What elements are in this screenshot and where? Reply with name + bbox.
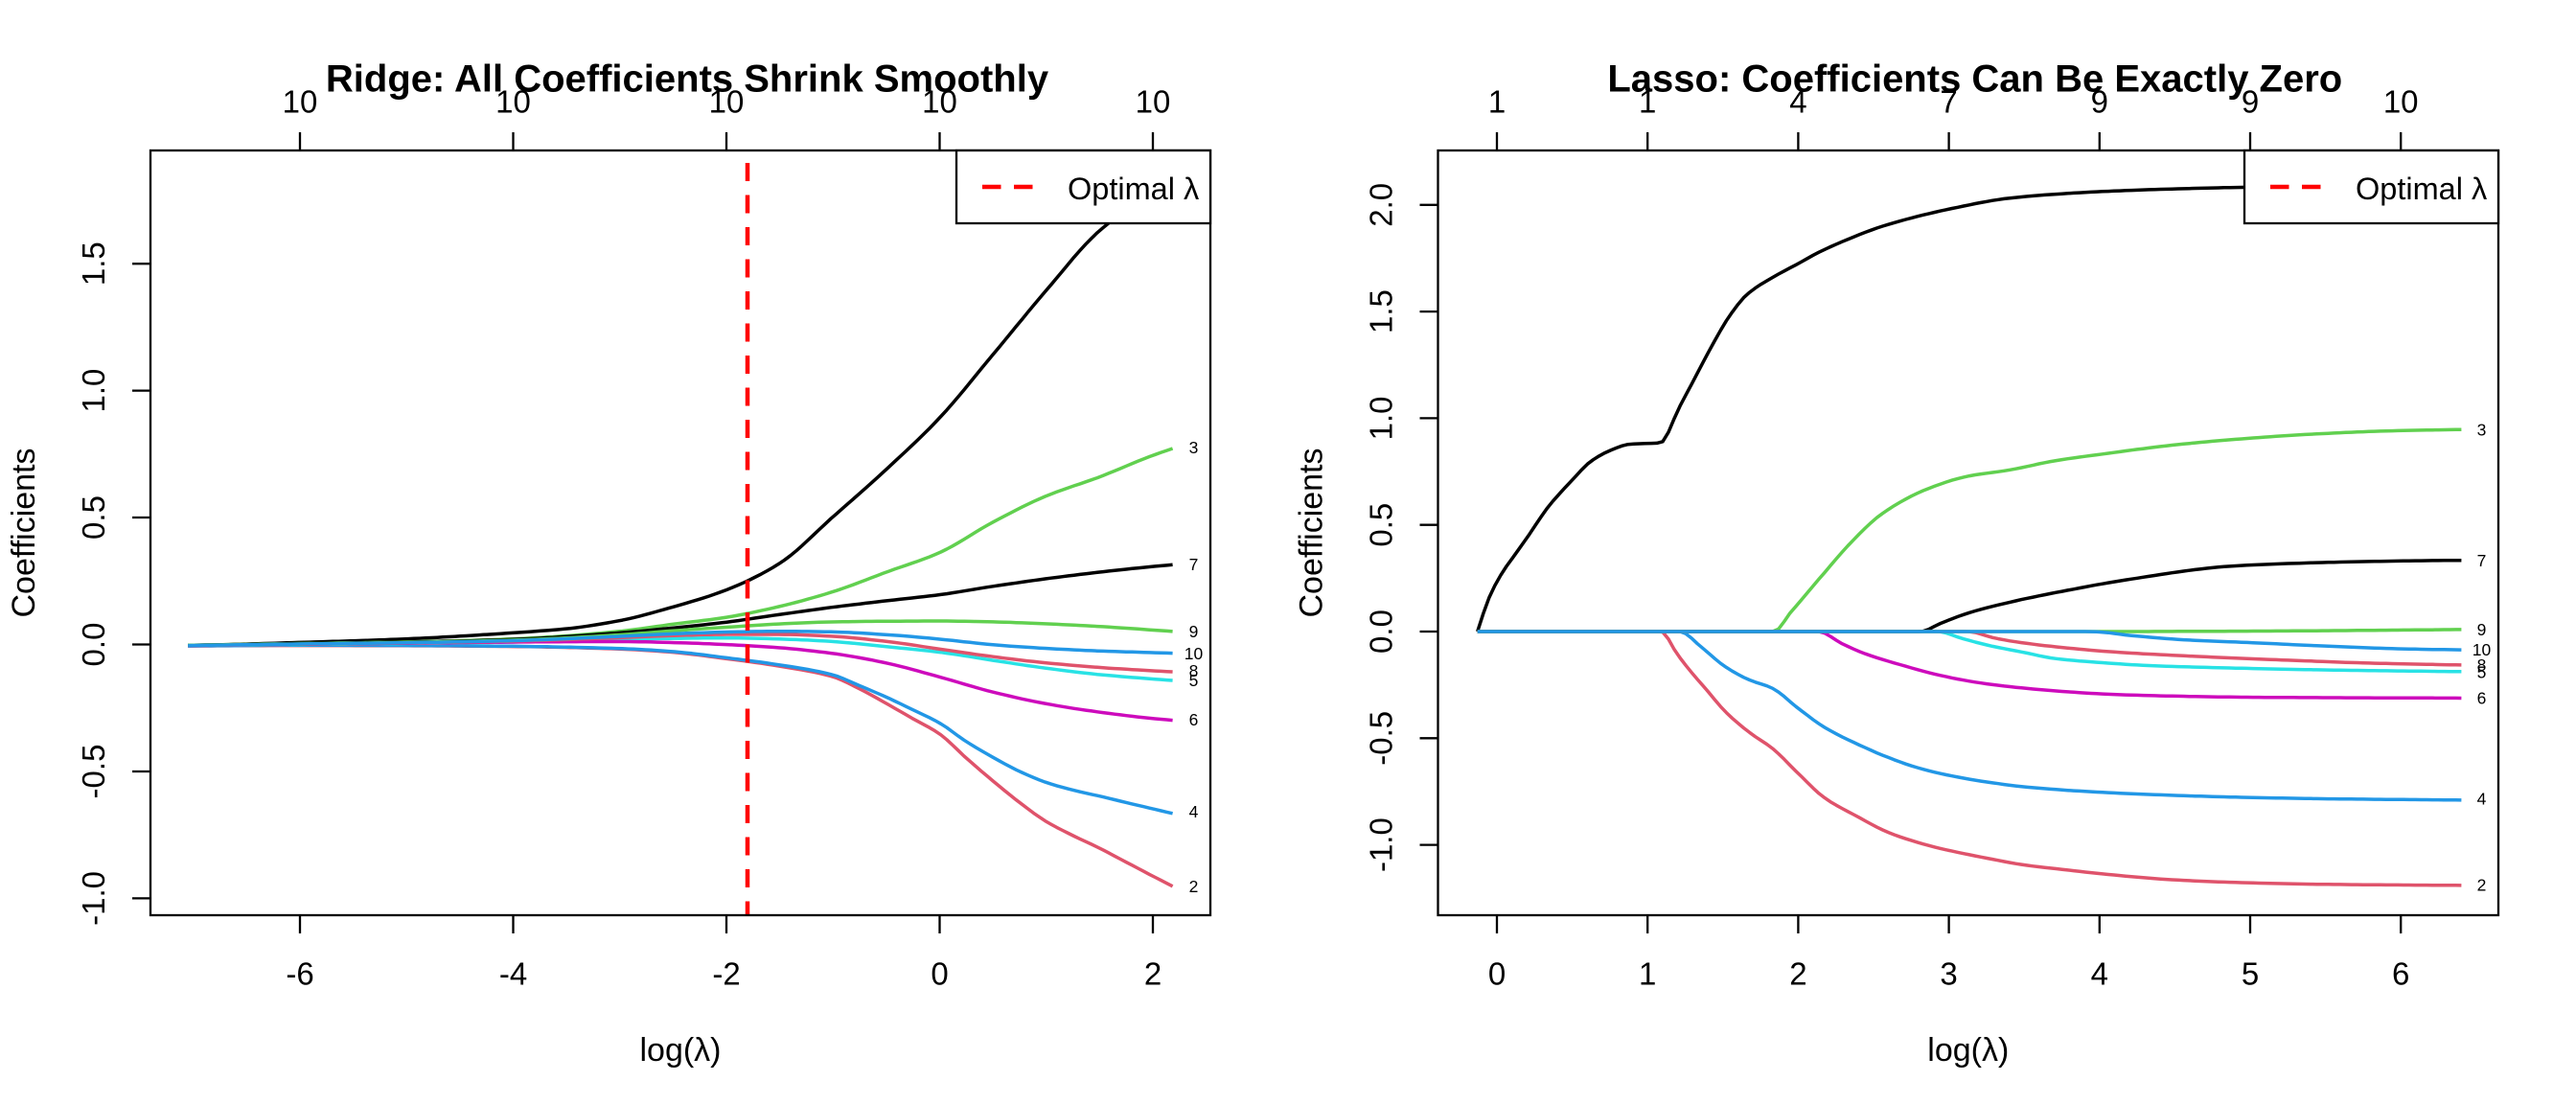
svg-text:9: 9	[2242, 84, 2259, 120]
svg-text:3: 3	[2477, 421, 2487, 440]
svg-text:10: 10	[283, 84, 318, 120]
svg-text:1: 1	[1639, 84, 1656, 120]
svg-text:4: 4	[1789, 84, 1806, 120]
svg-text:8: 8	[1189, 661, 1199, 680]
svg-text:10: 10	[495, 84, 531, 120]
svg-text:9: 9	[2091, 84, 2108, 120]
svg-text:Optimal λ: Optimal λ	[2356, 172, 2487, 206]
svg-text:0: 0	[1488, 956, 1506, 992]
svg-text:Optimal λ: Optimal λ	[1068, 172, 1199, 206]
svg-text:4: 4	[2091, 956, 2108, 992]
svg-text:Coefficients: Coefficients	[6, 448, 42, 617]
svg-text:5: 5	[2242, 956, 2259, 992]
svg-text:-0.5: -0.5	[76, 745, 111, 799]
svg-text:-0.5: -0.5	[1364, 711, 1399, 766]
svg-text:log(λ): log(λ)	[1927, 1032, 2009, 1069]
svg-text:6: 6	[1189, 710, 1199, 729]
svg-text:5: 5	[2477, 663, 2487, 682]
svg-text:-6: -6	[286, 956, 313, 992]
svg-text:1.0: 1.0	[1364, 396, 1399, 440]
svg-text:Lasso: Coefficients Can Be Exa: Lasso: Coefficients Can Be Exactly Zero	[1607, 58, 2342, 101]
svg-text:0.0: 0.0	[76, 623, 111, 667]
svg-text:10: 10	[1136, 84, 1171, 120]
svg-text:Ridge: All Coefficients Shrink: Ridge: All Coefficients Shrink Smoothly	[326, 58, 1049, 101]
svg-text:1.0: 1.0	[76, 369, 111, 413]
svg-text:log(λ): log(λ)	[639, 1032, 721, 1069]
svg-text:7: 7	[1189, 555, 1199, 574]
svg-text:2: 2	[1189, 877, 1199, 896]
svg-text:0.0: 0.0	[1364, 610, 1399, 654]
svg-text:0.5: 0.5	[76, 495, 111, 540]
svg-text:0: 0	[931, 956, 948, 992]
svg-text:0.5: 0.5	[1364, 503, 1399, 547]
svg-text:2: 2	[1144, 956, 1162, 992]
svg-text:3: 3	[1940, 956, 1957, 992]
svg-text:9: 9	[2477, 620, 2487, 639]
svg-text:7: 7	[1940, 84, 1957, 120]
svg-text:-1.0: -1.0	[1364, 817, 1399, 872]
svg-text:1.5: 1.5	[1364, 289, 1399, 334]
svg-text:10: 10	[2383, 84, 2419, 120]
svg-text:2: 2	[1789, 956, 1806, 992]
svg-text:5: 5	[1189, 671, 1199, 690]
svg-text:1.5: 1.5	[76, 242, 111, 286]
svg-text:4: 4	[2477, 790, 2487, 809]
svg-text:6: 6	[2477, 689, 2487, 708]
svg-text:10: 10	[2472, 640, 2492, 659]
svg-text:1: 1	[1639, 956, 1656, 992]
svg-text:1: 1	[1488, 84, 1506, 120]
svg-text:2: 2	[2477, 876, 2487, 895]
svg-text:6: 6	[2392, 956, 2409, 992]
svg-text:9: 9	[1189, 622, 1199, 641]
svg-text:3: 3	[1189, 438, 1199, 457]
svg-text:Coefficients: Coefficients	[1294, 448, 1330, 617]
svg-text:-2: -2	[712, 956, 740, 992]
svg-text:10: 10	[922, 84, 957, 120]
svg-text:-1.0: -1.0	[76, 871, 111, 926]
svg-text:-4: -4	[499, 956, 527, 992]
svg-text:4: 4	[1189, 802, 1199, 821]
svg-text:2.0: 2.0	[1364, 183, 1399, 227]
svg-text:10: 10	[709, 84, 745, 120]
svg-text:7: 7	[2477, 551, 2487, 570]
svg-text:8: 8	[2477, 656, 2487, 675]
svg-text:10: 10	[1184, 644, 1204, 663]
